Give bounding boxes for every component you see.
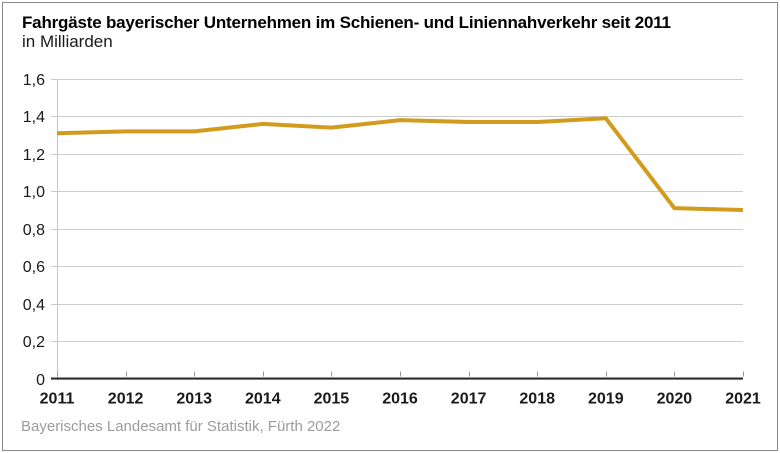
y-tick-label: 0 [36,372,45,389]
x-tick-label: 2018 [519,391,555,408]
x-tick-label: 2017 [451,391,487,408]
chart-title: Fahrgäste bayerischer Unternehmen im Sch… [22,13,671,32]
x-tick-label: 2021 [725,391,761,408]
y-tick-label: 1,4 [23,109,45,126]
x-tick-label: 2012 [108,391,144,408]
x-tick-label: 2015 [314,391,350,408]
y-tick-label: 0,4 [23,297,45,314]
source-note: Bayerisches Landesamt für Statistik, Für… [21,418,341,435]
x-tick-label: 2011 [40,391,75,408]
x-tick-label: 2014 [245,391,281,408]
data-line [56,116,744,213]
x-tick-label: 2013 [176,391,212,408]
y-tick-label: 1,6 [23,72,45,89]
chart-header: Fahrgäste bayerischer Unternehmen im Sch… [22,13,671,51]
y-tick-label: 0,6 [23,259,45,276]
x-tick-label: 2020 [657,391,693,408]
x-tick-label: 2019 [588,391,624,408]
y-tick-label: 1,0 [23,184,45,201]
chart-subtitle: in Milliarden [22,32,113,51]
y-tick-label: 0,8 [23,222,45,239]
x-tick-label: 2016 [382,391,418,408]
y-tick-label: 1,2 [23,147,45,164]
y-tick-label: 0,2 [23,334,45,351]
